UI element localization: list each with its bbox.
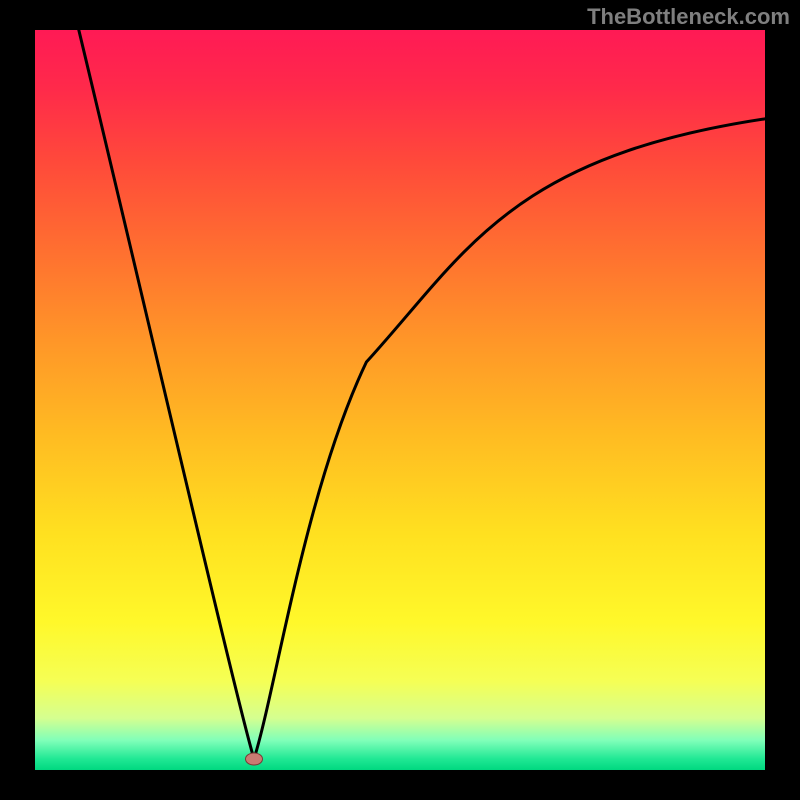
curve-path	[79, 30, 765, 759]
attribution-text: TheBottleneck.com	[587, 4, 790, 30]
minimum-marker	[245, 752, 263, 765]
bottleneck-curve	[35, 30, 765, 770]
chart-container: TheBottleneck.com	[0, 0, 800, 800]
plot-area	[35, 30, 765, 770]
